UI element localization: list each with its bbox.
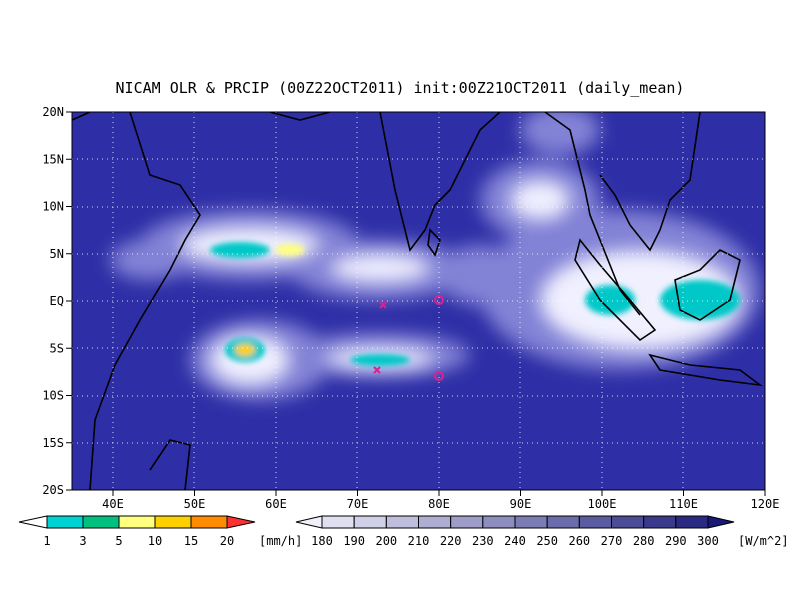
lat-label: 15S	[42, 436, 64, 450]
colorbar-label: 10	[148, 534, 162, 548]
lat-label: EQ	[50, 294, 64, 308]
lat-label: 5N	[50, 247, 64, 261]
colorbar-box	[578, 515, 612, 529]
colorbar-label: 220	[440, 534, 462, 548]
colorbar-label: 300	[697, 534, 719, 548]
colorbar-label: 1	[43, 534, 50, 548]
colorbar-label: 250	[536, 534, 558, 548]
colorbar-label: 200	[375, 534, 397, 548]
lon-label: 50E	[184, 497, 206, 511]
lon-label: 70E	[347, 497, 369, 511]
colorbar-box	[546, 515, 580, 529]
colorbar-box	[118, 515, 156, 529]
colorbar-box	[46, 515, 84, 529]
title: NICAM OLR & PRCIP (00Z22OCT2011) init:00…	[116, 79, 685, 97]
colorbar-unit: [mm/h]	[259, 534, 302, 548]
lat-label: 20N	[42, 105, 64, 119]
colorbar-box	[482, 515, 516, 529]
colorbar-label: 290	[665, 534, 687, 548]
lat-label: 10N	[42, 200, 64, 214]
colorbar-label: 15	[184, 534, 198, 548]
colorbar-box	[611, 515, 645, 529]
colorbar-label: 180	[311, 534, 333, 548]
colorbar-label: 20	[220, 534, 234, 548]
lat-label: 5S	[50, 341, 64, 355]
colorbar-end	[226, 515, 256, 529]
colorbar-box	[190, 515, 228, 529]
lon-label: 60E	[265, 497, 287, 511]
lat-label: 20S	[42, 483, 64, 497]
colorbar-label: 190	[343, 534, 365, 548]
colorbar-box	[385, 515, 420, 529]
lat-label: 10S	[42, 389, 64, 403]
colorbar-label: 3	[79, 534, 86, 548]
lon-label: 120E	[751, 497, 780, 511]
colorbar-label: 210	[408, 534, 430, 548]
colorbar-box	[154, 515, 192, 529]
colorbar-box	[514, 515, 548, 529]
lon-label: 40E	[102, 497, 124, 511]
lon-label: 90E	[510, 497, 532, 511]
lon-label: 110E	[669, 497, 698, 511]
colorbar-label: 240	[504, 534, 526, 548]
colorbar-box	[418, 515, 452, 529]
colorbar-box	[321, 515, 355, 529]
lon-label: 100E	[588, 497, 617, 511]
colorbar-label: 280	[633, 534, 655, 548]
lon-label: 80E	[428, 497, 450, 511]
colorbar-box	[675, 515, 709, 529]
colorbar-end	[295, 515, 323, 529]
colorbar-label: 270	[601, 534, 623, 548]
colorbar-box	[82, 515, 120, 529]
colorbar-unit: [W/m^2]	[738, 534, 789, 548]
map-field	[72, 112, 765, 490]
lat-label: 15N	[42, 152, 64, 166]
colorbar-label: 5	[115, 534, 122, 548]
colorbar-label: 230	[472, 534, 494, 548]
colorbar-label: 260	[568, 534, 590, 548]
colorbar-end	[707, 515, 735, 529]
colorbar-box	[643, 515, 677, 529]
colorbar-box	[353, 515, 387, 529]
colorbar-box	[450, 515, 484, 529]
colorbar-end	[18, 515, 48, 529]
colorbars: 1 3 5 10 15 20 [mm/h] 180 190 200 210 220 230 240 250 2…	[18, 515, 789, 548]
axes: 20N 15N 10N 5N EQ 5S 10S 15S 20S 40E 50E 60E 70E 80E 9…	[42, 105, 779, 511]
